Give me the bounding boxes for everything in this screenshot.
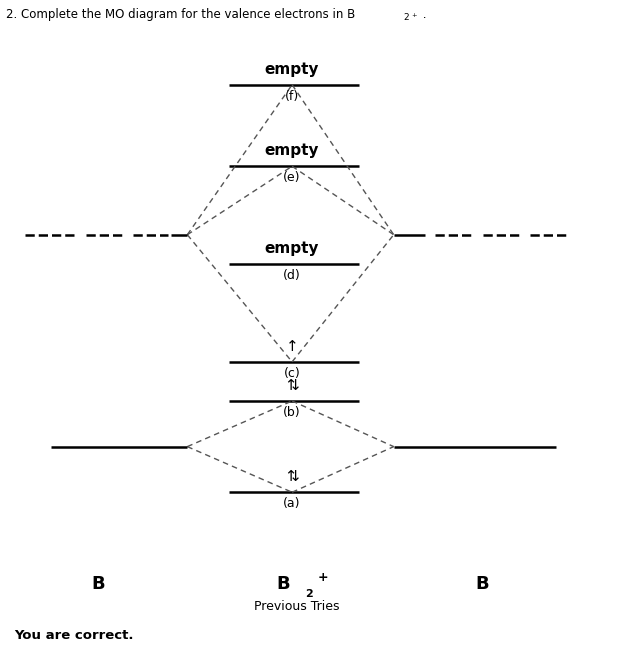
Text: 2: 2 [403, 13, 409, 22]
Text: (e): (e) [283, 171, 301, 185]
Text: ⇅: ⇅ [286, 469, 298, 484]
Text: 2: 2 [305, 589, 312, 599]
Text: B: B [91, 575, 105, 593]
Text: (d): (d) [283, 269, 301, 282]
Text: ⇅: ⇅ [286, 378, 298, 393]
Text: You are correct.: You are correct. [14, 629, 133, 642]
Text: Previous Tries: Previous Tries [254, 600, 340, 613]
Text: ⁺: ⁺ [411, 13, 417, 23]
Text: (b): (b) [283, 406, 301, 419]
Text: (f): (f) [285, 90, 299, 103]
Text: B: B [476, 575, 490, 593]
Text: empty: empty [265, 241, 319, 256]
Text: (a): (a) [283, 497, 301, 511]
Text: .: . [419, 8, 427, 22]
Text: B: B [276, 575, 290, 593]
Text: (c): (c) [284, 367, 300, 380]
Text: ↑: ↑ [286, 339, 298, 354]
Text: empty: empty [265, 62, 319, 77]
Text: empty: empty [265, 143, 319, 158]
Text: 2. Complete the MO diagram for the valence electrons in B: 2. Complete the MO diagram for the valen… [6, 8, 356, 22]
Text: +: + [318, 570, 328, 584]
